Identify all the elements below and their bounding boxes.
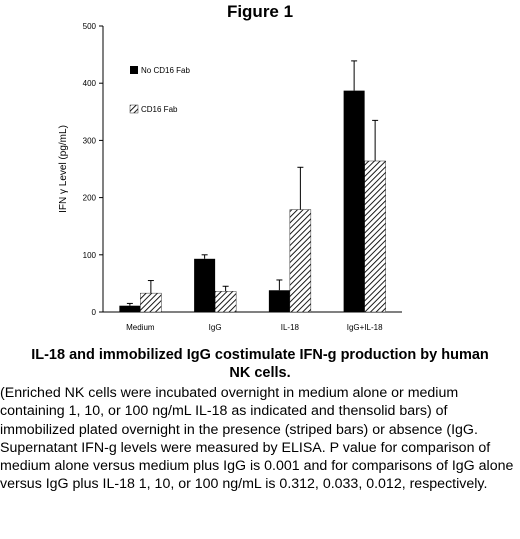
legend-swatch: [130, 66, 138, 74]
caption-title: IL-18 and immobilized IgG costimulate IF…: [31, 347, 489, 381]
y-tick-label: 400: [83, 79, 97, 88]
x-tick-label: IgG+IL-18: [347, 323, 383, 332]
y-tick-label: 500: [83, 22, 97, 31]
y-axis-label: IFN γ Level (pg/mL): [58, 125, 69, 213]
bar-no-cd16-fab: [194, 258, 216, 312]
bar-no-cd16-fab: [343, 90, 365, 312]
y-tick-label: 0: [92, 308, 97, 317]
bar-cd16-fab: [364, 160, 386, 313]
bar-no-cd16-fab: [268, 290, 290, 312]
x-tick-label: IgG: [209, 323, 222, 332]
chart-svg: 0 100 200 300 400 500 IFN γ Level (pg/mL) Mediu…: [58, 22, 402, 332]
bar-cd16-fab: [289, 209, 312, 313]
y-tick-label: 200: [83, 194, 97, 203]
legend-label: CD16 Fab: [141, 105, 178, 114]
x-tick-label: Medium: [126, 323, 155, 332]
x-tick-label: IL-18: [281, 323, 300, 332]
bar-cd16-fab: [140, 292, 162, 313]
bar-chart: 0 100 200 300 400 500 IFN γ Level (pg/mL) Mediu…: [0, 20, 520, 345]
y-tick-label: 100: [83, 251, 97, 260]
figure-title: Figure 1: [226, 2, 294, 21]
legend-swatch: [129, 104, 139, 114]
legend-label: No CD16 Fab: [141, 66, 190, 75]
bar-cd16-fab: [214, 291, 237, 313]
y-tick-label: 300: [83, 136, 97, 145]
bar-no-cd16-fab: [119, 305, 141, 312]
caption-body: (Enriched NK cells were incubated overni…: [0, 385, 514, 493]
